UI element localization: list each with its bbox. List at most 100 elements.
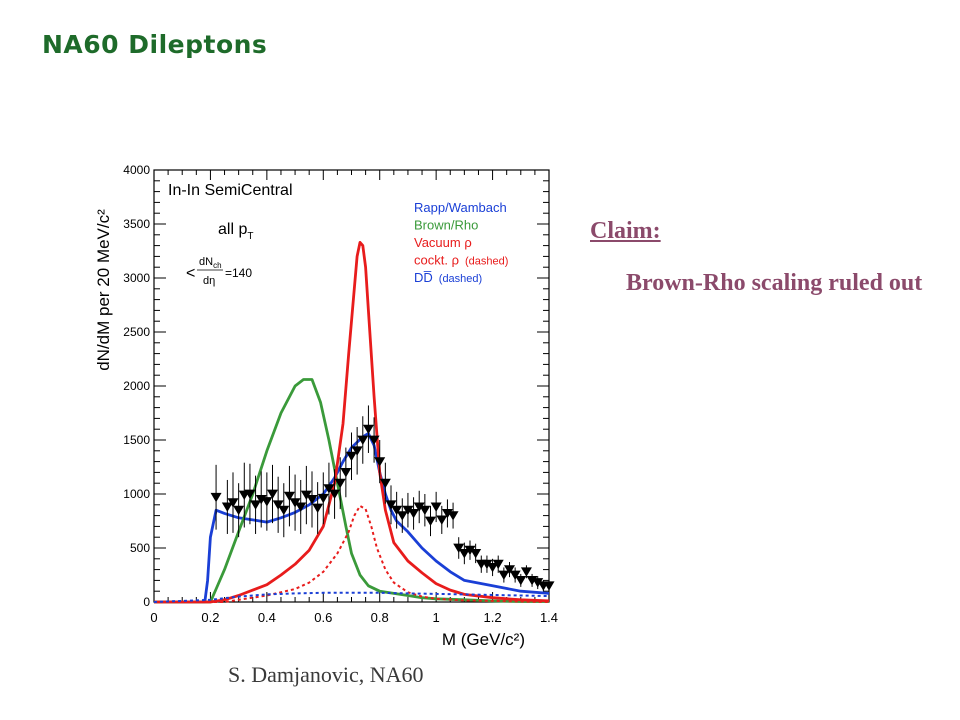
x-tick-label: 1.2 [484, 610, 502, 625]
y-tick-label: 1000 [123, 487, 150, 501]
y-tick-label: 3500 [123, 217, 150, 231]
data-point-marker [498, 570, 510, 580]
data-point-marker [329, 489, 341, 499]
data-point-marker [487, 563, 499, 573]
legend-suffix-4: (dashed) [439, 273, 482, 285]
data-point-marker [300, 490, 312, 501]
series-line-2 [154, 240, 550, 604]
data-point-marker [340, 468, 352, 478]
legend-suffix-3: (dashed) [465, 256, 508, 268]
svg-text:dNch: dNch [199, 256, 222, 270]
y-tick-label: 500 [130, 541, 150, 555]
x-tick-label: 0.8 [371, 610, 389, 625]
data-point-marker [317, 493, 329, 504]
chart-curves [153, 240, 550, 604]
data-point-marker [492, 559, 504, 570]
data-point-marker [379, 478, 391, 489]
legend-item-3: cockt. ρ (dashed) [414, 253, 508, 268]
data-point-marker [306, 495, 318, 505]
mult-value: =140 [225, 266, 252, 280]
mult-den: dη [203, 275, 215, 287]
data-point-marker [543, 581, 555, 591]
data-points [210, 405, 555, 592]
svg-text:<: < [186, 265, 195, 282]
data-point-marker [515, 576, 527, 586]
x-tick-label: 0 [150, 610, 157, 625]
series-line-4 [153, 591, 550, 603]
data-point-marker [312, 503, 324, 513]
slide-title: NA60 Dileptons [42, 30, 268, 59]
legend-item-2: Vacuum ρ [414, 235, 472, 250]
legend-label-0: Rapp/Wambach [414, 200, 507, 215]
data-point-marker [470, 549, 482, 559]
data-point-marker [413, 502, 425, 512]
data-point-marker [323, 484, 335, 494]
plot-border [153, 169, 550, 603]
y-tick-label: 2500 [123, 325, 150, 339]
x-tick-label: 0.6 [314, 610, 332, 625]
mult-num: dN [199, 256, 213, 268]
legend-label-1: Brown/Rho [414, 218, 478, 233]
data-point-marker [430, 502, 442, 512]
data-point-marker [402, 505, 414, 516]
data-point-marker [221, 502, 233, 512]
y-tick-label: 3000 [123, 271, 150, 285]
data-point-marker [396, 511, 408, 521]
y-tick-label: 4000 [123, 163, 150, 177]
x-tick-label: 0.2 [201, 610, 219, 625]
data-point-marker [385, 500, 397, 510]
data-point-marker [362, 424, 374, 435]
x-tick-label: 1.4 [540, 610, 558, 625]
axis-ticks: 0 0.2 0.4 0.6 0.8 1 1.2 1.4 0 500 1000 1500 2000 2500… [123, 163, 558, 625]
legend-label-2: Vacuum ρ [414, 235, 472, 250]
data-point-marker [278, 505, 290, 516]
y-tick-label: 0 [143, 595, 150, 609]
data-point-marker [295, 502, 307, 512]
legend: Rapp/Wambach Brown/Rho Vacuum ρ cockt. ρ (da… [414, 200, 508, 285]
data-point-marker [453, 543, 465, 553]
plot-frame [153, 169, 550, 603]
data-point-marker [283, 491, 295, 502]
legend-label-4: DD̅ [414, 270, 433, 285]
data-point-marker [425, 516, 436, 526]
data-point-marker [233, 505, 245, 516]
data-point-marker [351, 446, 363, 456]
legend-item-0: Rapp/Wambach [414, 200, 507, 215]
x-axis-label: M (GeV/c²) [442, 630, 525, 649]
annotation-pt: all pT [218, 221, 253, 242]
chart-title: In-In SemiCentral [168, 182, 293, 199]
data-point-marker [357, 435, 369, 445]
legend-label-3: cockt. ρ [414, 253, 459, 268]
data-point-marker [346, 451, 357, 462]
data-point-marker [447, 511, 459, 521]
mult-sub: ch [213, 261, 221, 270]
legend-item-1: Brown/Rho [414, 218, 478, 233]
x-tick-label: 1 [433, 610, 440, 625]
series-line-1 [154, 378, 549, 604]
y-axis-label: dN/dM per 20 MeV/c² [94, 209, 113, 371]
data-point-marker [504, 565, 515, 575]
data-point-marker [289, 498, 301, 508]
data-point-marker [532, 578, 544, 588]
data-point-marker [419, 505, 431, 516]
y-tick-label: 2000 [123, 379, 150, 393]
series-line-3 [154, 504, 550, 603]
claim-text: Brown-Rho scaling ruled out [626, 270, 923, 296]
data-point-marker [509, 570, 521, 580]
data-point-marker [244, 489, 256, 499]
data-point-marker [272, 500, 284, 510]
data-point-marker [481, 559, 493, 570]
x-tick-label: 0.4 [258, 610, 276, 625]
data-point-marker [250, 500, 262, 510]
claim-heading: Claim: [590, 218, 661, 244]
y-tick-label: 1500 [123, 433, 150, 447]
data-point-marker [261, 497, 273, 507]
legend-item-4: DD̅ (dashed) [414, 270, 482, 285]
data-point-marker [334, 478, 346, 489]
data-point-marker [436, 515, 448, 525]
credit: S. Damjanovic, NA60 [228, 662, 424, 687]
data-point-marker [464, 545, 476, 556]
data-point-marker [227, 498, 239, 508]
annotation-multiplicity: < dNch dη =140 [186, 256, 252, 287]
